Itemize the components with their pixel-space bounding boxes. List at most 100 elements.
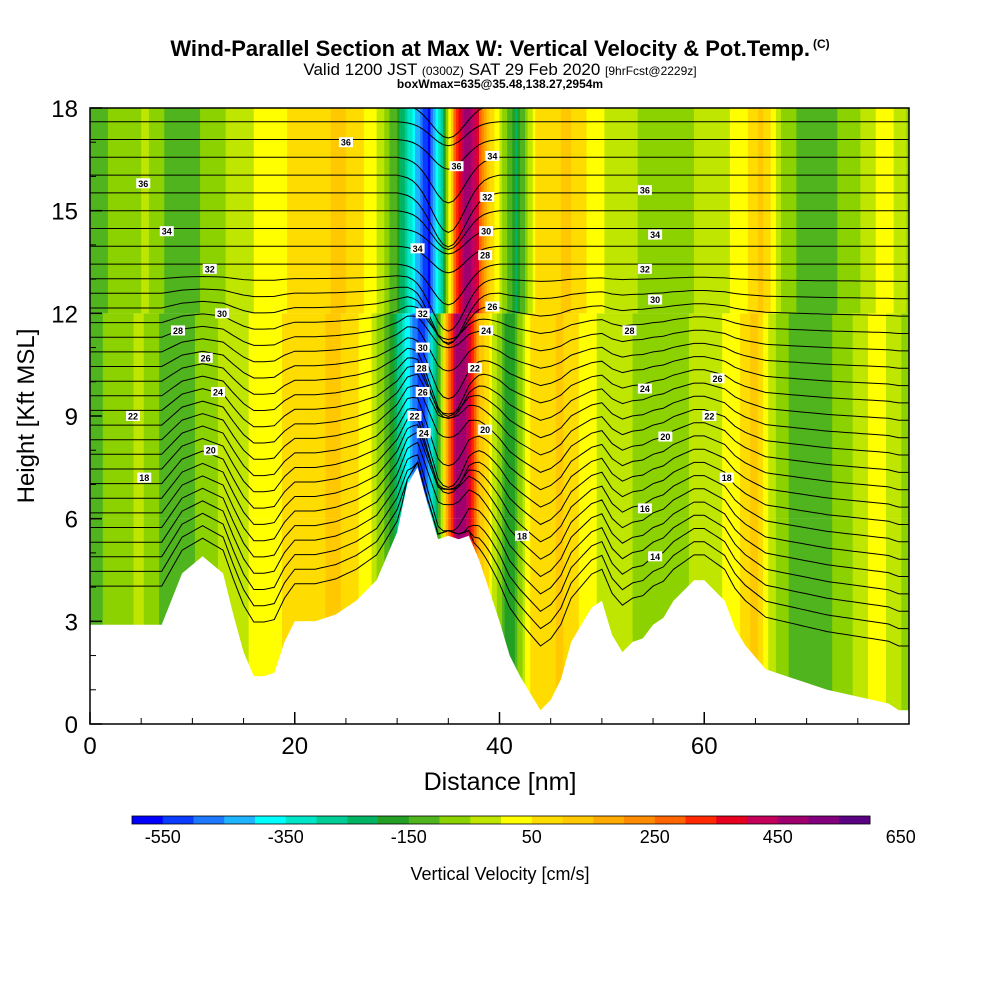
- velocity-cell: [225, 313, 229, 519]
- colorbar-swatch: [531, 816, 563, 824]
- colorbar-swatch: [408, 816, 440, 824]
- velocity-cell: [645, 518, 649, 724]
- velocity-cell: [256, 313, 260, 519]
- velocity-cell: [432, 313, 437, 519]
- velocity-cell: [811, 518, 815, 724]
- velocity-cell: [312, 313, 316, 519]
- velocity-cell: [821, 313, 826, 519]
- velocity-cell: [819, 313, 823, 519]
- velocity-cell: [624, 518, 629, 724]
- velocity-cell: [880, 313, 885, 519]
- velocity-cell: [888, 518, 892, 724]
- velocity-cell: [555, 313, 559, 519]
- velocity-cell: [548, 518, 552, 724]
- isentrope-label-text: 22: [128, 412, 138, 422]
- velocity-cell: [253, 313, 257, 519]
- velocity-cell: [875, 518, 879, 724]
- velocity-cell: [778, 518, 782, 724]
- isentrope-label-text: 30: [650, 295, 660, 305]
- velocity-cell: [425, 108, 429, 314]
- colorbar-swatch: [685, 816, 717, 824]
- velocity-cell: [852, 518, 856, 724]
- velocity-cell: [527, 313, 531, 519]
- velocity-cell: [583, 313, 588, 519]
- velocity-cell: [289, 313, 293, 519]
- velocity-cell: [473, 108, 478, 314]
- velocity-cell: [215, 313, 219, 519]
- isentrope-label: 22: [407, 411, 422, 422]
- velocity-cell: [760, 313, 764, 519]
- colorbar-swatch: [747, 816, 779, 824]
- velocity-cell: [409, 108, 414, 314]
- velocity-cell: [757, 313, 762, 519]
- velocity-cell: [655, 313, 659, 519]
- velocity-cell: [397, 313, 401, 519]
- isentrope-line: [90, 384, 909, 473]
- isentrope-label-text: 32: [205, 264, 215, 274]
- isentrope-label: 34: [159, 226, 174, 237]
- velocity-cell: [432, 108, 437, 314]
- velocity-cell: [778, 313, 782, 519]
- velocity-cell: [328, 313, 332, 519]
- velocity-cell: [166, 313, 170, 519]
- colorbar-swatch: [224, 816, 256, 824]
- velocity-cell: [842, 518, 846, 724]
- velocity-cell: [650, 313, 654, 519]
- velocity-cell: [292, 313, 296, 519]
- velocity-cell: [896, 313, 900, 519]
- colorbar-swatch: [378, 816, 410, 824]
- isentrope-label-text: 20: [660, 432, 670, 442]
- isentrope-label-text: 22: [704, 412, 714, 422]
- velocity-cell: [747, 313, 751, 519]
- isentrope-label: 28: [414, 363, 429, 374]
- velocity-cell: [545, 518, 549, 724]
- velocity-cell: [514, 313, 519, 519]
- isentrope-label: 16: [637, 503, 652, 514]
- isentrope-label-text: 22: [470, 364, 480, 374]
- velocity-cell: [386, 313, 391, 519]
- isentrope-label-text: 32: [482, 192, 492, 202]
- isentrope-label: 22: [125, 411, 140, 422]
- velocity-cell: [637, 518, 641, 724]
- isentrope-label: 28: [622, 325, 637, 336]
- velocity-cell: [399, 313, 403, 519]
- velocity-cell: [404, 108, 408, 314]
- velocity-cell: [425, 313, 429, 519]
- velocity-cell: [143, 518, 147, 724]
- velocity-cell: [461, 108, 465, 314]
- velocity-cell: [770, 313, 774, 519]
- velocity-cell: [471, 313, 475, 519]
- velocity-cell: [691, 313, 695, 519]
- velocity-cell: [281, 518, 286, 724]
- velocity-cell: [238, 313, 242, 519]
- isentrope-label: 14: [648, 551, 663, 562]
- velocity-cell: [793, 518, 797, 724]
- velocity-cell: [133, 518, 137, 724]
- velocity-cell: [903, 313, 908, 519]
- velocity-cell: [560, 313, 565, 519]
- isentrope-label-text: 36: [640, 186, 650, 196]
- velocity-cell: [658, 313, 662, 519]
- velocity-cell: [632, 518, 636, 724]
- colorbar-tick-label: 650: [886, 827, 916, 847]
- isentrope-label: 24: [637, 383, 652, 394]
- velocity-cell: [281, 313, 286, 519]
- velocity-cell: [507, 313, 511, 519]
- isentrope-label: 30: [648, 294, 663, 305]
- isentrope-label: 32: [637, 263, 652, 274]
- velocity-cell: [665, 313, 670, 519]
- velocity-cell: [496, 313, 501, 519]
- velocity-cell: [269, 518, 273, 724]
- velocity-cell: [862, 518, 867, 724]
- isentrope-label: 22: [702, 411, 717, 422]
- colorbar-swatch: [501, 816, 533, 824]
- velocity-cell: [755, 518, 759, 724]
- velocity-cell: [896, 518, 900, 724]
- velocity-cell: [466, 313, 470, 519]
- velocity-cell: [463, 313, 467, 519]
- isentrope-label: 26: [198, 352, 213, 363]
- isentrope-label-text: 30: [217, 309, 227, 319]
- velocity-cell: [798, 518, 803, 724]
- velocity-cell: [289, 518, 293, 724]
- velocity-cell: [540, 518, 544, 724]
